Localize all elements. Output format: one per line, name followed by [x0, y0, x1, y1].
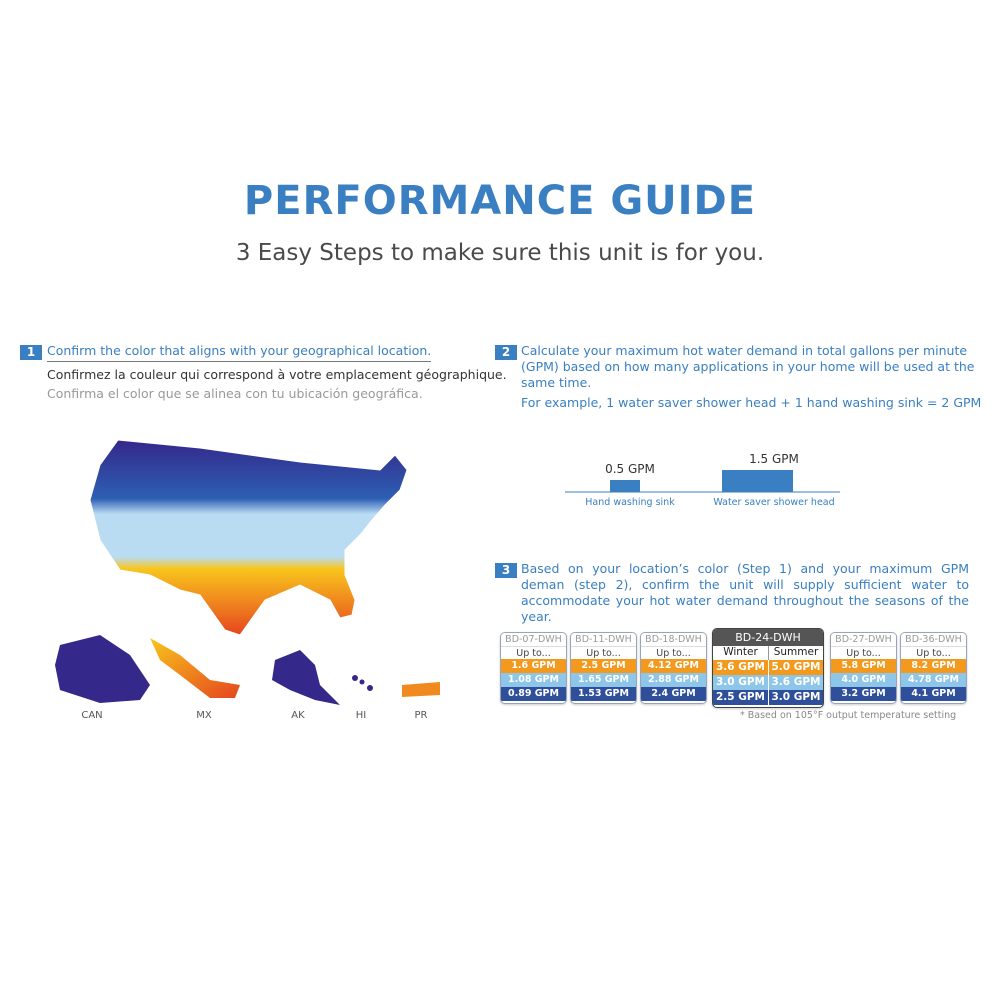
unit-card: BD-24-DWH Winter Summer 3.6 GPM 5.0 GPM 3.0 G… [712, 628, 824, 708]
footnote: * Based on 105°F output temperature sett… [740, 710, 957, 721]
gpm: 1.65 GPM [571, 673, 636, 687]
map-label: CAN [81, 710, 102, 721]
gpm: 5.0 GPM [768, 660, 823, 675]
map-label: PR [415, 710, 428, 721]
gpm: 4.1 GPM [901, 687, 966, 701]
gpm: 3.0 GPM [713, 675, 768, 690]
model: BD-11-DWH [571, 633, 636, 646]
unit-card: BD-27-DWH Up to... 5.8 GPM 4.0 GPM 3.2 GPM [830, 632, 897, 704]
gpm: 2.4 GPM [641, 687, 706, 701]
gpm: 5.8 GPM [831, 659, 896, 673]
map-label: MX [196, 710, 212, 721]
model: BD-07-DWH [501, 633, 566, 646]
season: Summer [768, 646, 823, 660]
gpm: 3.2 GPM [831, 687, 896, 701]
gpm: 1.53 GPM [571, 687, 636, 701]
up-to: Up to... [501, 646, 566, 659]
model: BD-36-DWH [901, 633, 966, 646]
up-to: Up to... [571, 646, 636, 659]
fixtures: 0.5 GPM 1.5 GPM Hand washing sink Water … [565, 452, 840, 508]
step-text: Based on your location’s color (Step 1) … [521, 561, 969, 624]
gpm: 1.6 GPM [501, 659, 566, 673]
season: Winter [723, 646, 758, 658]
gpm: 3.6 GPM [713, 660, 768, 675]
step-text: Confirm the color that aligns with your … [47, 343, 432, 362]
gpm: 1.08 GPM [501, 673, 566, 687]
gpm: 2.88 GPM [641, 673, 706, 687]
step-number: 3 [495, 563, 517, 578]
step-text-es: Confirma el color que se alinea con tu u… [47, 386, 423, 401]
step-number: 2 [495, 345, 517, 360]
gpm: 0.89 GPM [501, 687, 566, 701]
up-to: Up to... [831, 646, 896, 659]
map-label: HI [356, 710, 366, 721]
unit-card: BD-18-DWH Up to... 4.12 GPM 2.88 GPM 2.4 GPM [640, 632, 707, 704]
title: PERFORMANCE GUIDE [243, 178, 757, 224]
model: BD-27-DWH [831, 633, 896, 646]
gpm: 2.5 GPM [713, 690, 768, 705]
unit-card: BD-36-DWH Up to... 8.2 GPM 4.78 GPM 4.1 GPM [900, 632, 967, 704]
unit-card: BD-07-DWH Up to... 1.6 GPM 1.08 GPM 0.89 GPM [500, 632, 567, 704]
gpm: 3.6 GPM [768, 675, 823, 690]
fixture-gpm: 1.5 GPM [749, 452, 799, 466]
map: CAN MX AK HI PR [55, 439, 440, 721]
fixture-label: Hand washing sink [585, 497, 675, 508]
fixture-label: Water saver shower head [713, 497, 834, 508]
step-number: 1 [20, 345, 42, 360]
gpm: 4.78 GPM [901, 673, 966, 687]
fixture-gpm: 0.5 GPM [605, 462, 655, 476]
step-text-fr: Confirmez la couleur qui correspond à vo… [47, 367, 507, 382]
model: BD-18-DWH [641, 633, 706, 646]
gpm: 2.5 GPM [571, 659, 636, 673]
gpm: 4.12 GPM [641, 659, 706, 673]
up-to: Up to... [901, 646, 966, 659]
step-text: Calculate your maximum hot water demand … [521, 343, 975, 390]
unit-card: BD-11-DWH Up to... 2.5 GPM 1.65 GPM 1.53 GPM [570, 632, 637, 704]
model: BD-24-DWH [713, 629, 823, 646]
gpm: 8.2 GPM [901, 659, 966, 673]
gpm: 3.0 GPM [768, 690, 823, 705]
subtitle: 3 Easy Steps to make sure this unit is f… [235, 240, 765, 266]
up-to: Up to... [641, 646, 706, 659]
map-label: AK [291, 710, 305, 721]
gpm: 4.0 GPM [831, 673, 896, 687]
example: For example, 1 water saver shower head +… [521, 395, 982, 410]
